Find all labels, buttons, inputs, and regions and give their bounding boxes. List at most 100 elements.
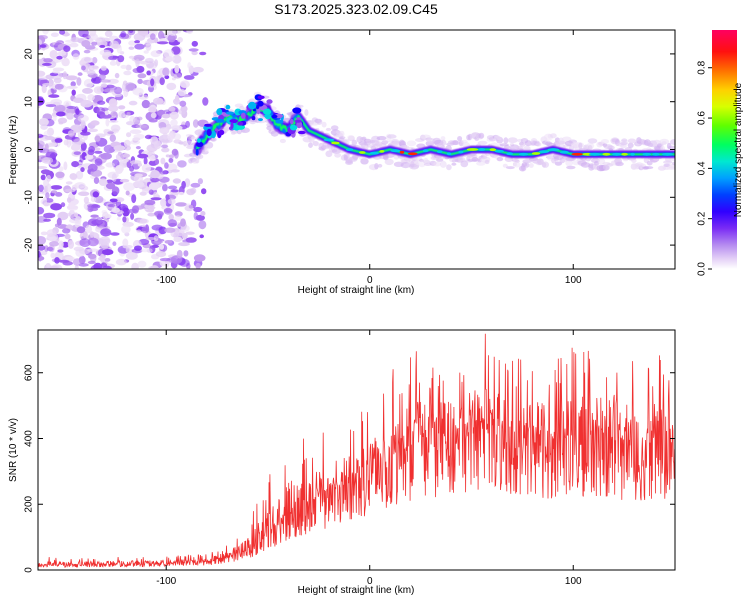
heat-noise-blob — [65, 75, 78, 81]
heat-noise-blob — [169, 154, 175, 159]
heat-noise-blob — [167, 198, 176, 205]
heat-noise-blob — [134, 245, 142, 251]
heat-hot-spot — [661, 152, 674, 156]
heat-noise-blob — [93, 86, 104, 94]
heat-noise-blob — [105, 118, 110, 127]
heat-noise-blob — [111, 173, 117, 182]
heat-noise-blob — [100, 262, 108, 268]
heat-noise-blob — [185, 231, 195, 235]
heat-noise-blob — [143, 50, 149, 54]
spectrogram-x-axis: -100 0 100 — [156, 30, 582, 286]
heat-noise-blob — [161, 147, 170, 153]
heat-hot-spot — [436, 150, 443, 154]
heat-noise-blob — [122, 82, 126, 92]
heat-onset-blob — [294, 119, 302, 123]
heat-noise-blob — [195, 262, 201, 269]
heat-noise-blob — [174, 215, 182, 221]
heat-noise-blob — [164, 227, 176, 233]
heat-noise-blob — [124, 82, 136, 91]
heat-noise-blob — [168, 158, 174, 163]
heat-halo-blob — [452, 140, 459, 145]
heat-noise-blob — [191, 50, 198, 56]
heat-noise-blob — [87, 205, 94, 213]
snr-y-tick-label: 200 — [24, 495, 35, 512]
heat-noise-blob — [86, 70, 96, 75]
heat-halo-blob — [377, 163, 383, 168]
heat-noise-blob — [162, 67, 170, 77]
heat-noise-blob — [170, 189, 179, 193]
heat-noise-blob — [68, 209, 76, 219]
heat-hot-spot — [407, 152, 418, 156]
heat-halo-blob — [663, 160, 673, 165]
heat-halo-blob — [423, 157, 429, 164]
heat-halo-blob — [496, 157, 504, 162]
heat-hot-spot — [489, 148, 497, 152]
heat-noise-blob — [131, 262, 139, 269]
heat-noise-blob — [93, 195, 104, 204]
heat-halo-blob — [325, 127, 332, 131]
heat-noise-blob — [105, 162, 115, 168]
heat-onset-blob — [289, 118, 294, 125]
spectrogram-y-tick-label: 20 — [24, 48, 35, 60]
heat-noise-blob — [171, 125, 183, 131]
heat-halo-blob — [514, 159, 520, 163]
heat-onset-blob — [275, 119, 284, 124]
heat-noise-blob — [67, 204, 79, 211]
heat-onset-blob — [258, 118, 263, 122]
heat-noise-blob — [173, 72, 182, 79]
heat-noise-blob — [41, 84, 47, 94]
heat-onset-blob — [195, 148, 199, 156]
heat-hot-spot — [359, 151, 366, 154]
heat-halo-blob — [440, 136, 446, 141]
heat-noise-blob — [199, 51, 207, 56]
heat-noise-blob — [80, 167, 85, 173]
heat-onset-blob — [255, 104, 260, 110]
heat-hot-spot — [345, 148, 354, 152]
heat-noise-blob — [118, 105, 126, 110]
heat-noise-blob — [56, 111, 66, 117]
heat-onset-blob — [196, 141, 204, 148]
heat-halo-blob — [503, 137, 509, 144]
heat-noise-blob — [106, 179, 114, 184]
heat-noise-blob — [143, 157, 148, 165]
heat-noise-blob — [180, 218, 186, 227]
heat-halo-blob — [347, 135, 355, 140]
heat-noise-blob — [87, 128, 98, 133]
heat-noise-blob — [149, 206, 156, 210]
heat-halo-blob — [507, 137, 518, 144]
heat-noise-blob — [168, 30, 177, 36]
heat-noise-blob — [100, 152, 112, 160]
heat-noise-blob — [81, 40, 91, 48]
colorbar-tick-label: 0.0 — [697, 262, 708, 276]
heat-noise-blob — [50, 252, 56, 259]
heat-noise-blob — [154, 210, 164, 217]
heat-onset-blob — [271, 114, 278, 119]
heat-noise-blob — [38, 206, 45, 215]
heat-noise-blob — [71, 184, 78, 191]
heat-halo-blob — [602, 164, 608, 170]
heat-noise-blob — [158, 226, 167, 235]
heat-noise-blob — [48, 94, 60, 98]
heat-noise-blob — [38, 166, 48, 169]
heat-noise-blob — [38, 133, 44, 139]
heat-onset-blob — [210, 130, 216, 139]
heat-halo-blob — [668, 164, 675, 169]
snr-y-tick-label: 0 — [24, 567, 35, 573]
heat-noise-blob — [38, 140, 45, 148]
heat-noise-blob — [50, 32, 59, 38]
heat-halo-blob — [313, 141, 320, 147]
heat-halo-blob — [339, 130, 345, 138]
heat-noise-blob — [103, 88, 116, 93]
heat-noise-blob — [177, 89, 187, 97]
heat-noise-blob — [115, 165, 124, 174]
heat-halo-blob — [334, 152, 341, 158]
heat-noise-blob — [50, 265, 60, 269]
heat-noise-blob — [66, 212, 72, 216]
heat-noise-blob — [44, 143, 49, 152]
heat-noise-blob — [71, 89, 76, 96]
heat-noise-blob — [41, 157, 54, 164]
heat-noise-blob — [172, 178, 182, 184]
heat-noise-blob — [45, 263, 51, 267]
heat-noise-blob — [52, 69, 60, 74]
